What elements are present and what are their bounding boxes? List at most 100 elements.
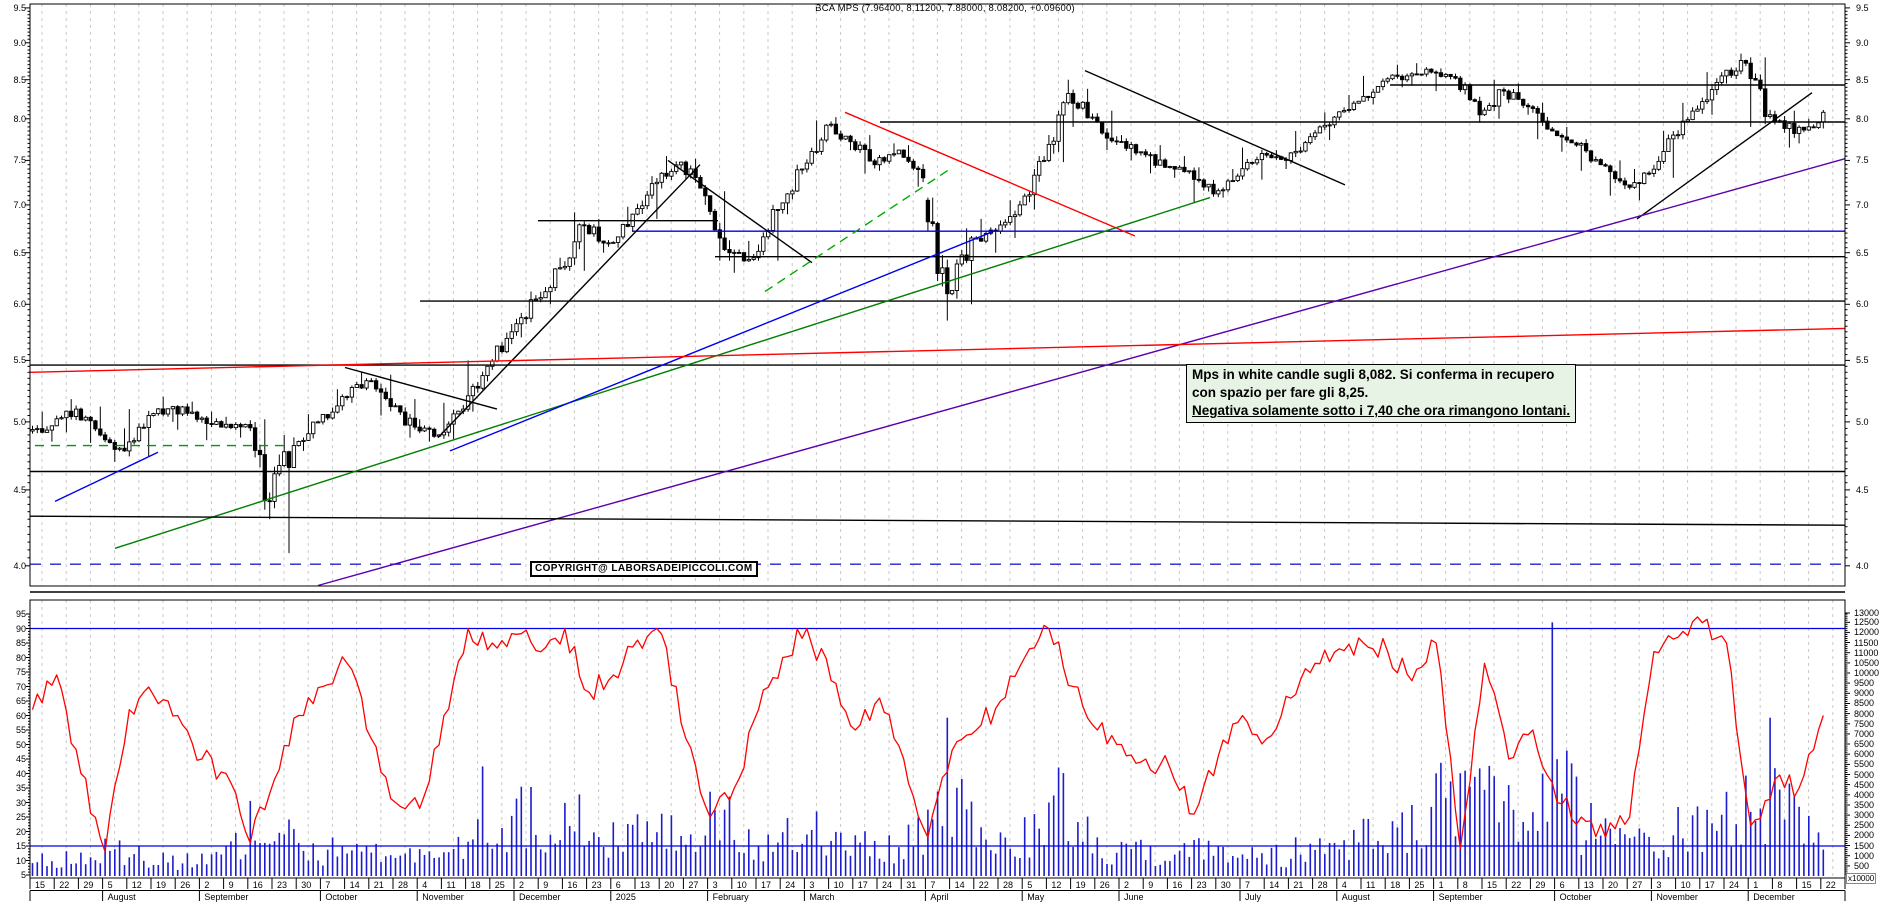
volume-axis-label: 2000 bbox=[1854, 830, 1875, 840]
x-axis bbox=[29, 878, 1846, 901]
rsi-axis-label: 85 bbox=[15, 638, 26, 648]
x-axis-month-label: June bbox=[1124, 892, 1144, 902]
volume-axis-label: 10000 bbox=[1854, 668, 1880, 678]
volume-axis-label: 5500 bbox=[1854, 759, 1875, 769]
volume-axis-label: 6000 bbox=[1854, 749, 1875, 759]
volume-axis-label: 4500 bbox=[1854, 780, 1875, 790]
x-axis-day-label: 5 bbox=[107, 880, 113, 890]
x-axis-day-label: 7 bbox=[930, 880, 936, 890]
rsi-axis-label: 75 bbox=[15, 667, 26, 677]
x-axis-day-label: 24 bbox=[882, 880, 893, 890]
x-axis-month-label: July bbox=[1245, 892, 1262, 902]
x-axis-day-label: 22 bbox=[1511, 880, 1522, 890]
volume-axis-label: 7500 bbox=[1854, 719, 1875, 729]
x-axis-day-label: 9 bbox=[543, 880, 549, 890]
volume-axis-label: 500 bbox=[1854, 861, 1870, 871]
x-axis-day-label: 15 bbox=[1487, 880, 1498, 890]
x-axis-day-label: 30 bbox=[1220, 880, 1231, 890]
volume-bars-layer bbox=[31, 622, 1825, 877]
price-axis-label: 5.5 bbox=[13, 355, 26, 365]
x-axis-day-label: 13 bbox=[1583, 880, 1594, 890]
rsi-line bbox=[31, 616, 1824, 853]
rsi-axis-label: 60 bbox=[15, 711, 26, 721]
rsi-axis-label: 25 bbox=[15, 812, 26, 822]
x-axis-month-label: November bbox=[1656, 892, 1698, 902]
x-axis-day-label: 15 bbox=[35, 880, 46, 890]
x-axis-day-label: 25 bbox=[494, 880, 505, 890]
x-axis-day-label: 21 bbox=[1293, 880, 1304, 890]
price-axis-label: 6.0 bbox=[1856, 299, 1869, 309]
x-axis-day-label: 2 bbox=[519, 880, 525, 890]
rsi-axis-label: 95 bbox=[15, 609, 26, 619]
x-axis-day-label: 9 bbox=[228, 880, 234, 890]
volume-axis-label: 9000 bbox=[1854, 688, 1875, 698]
copyright-label[interactable]: COPYRIGHT@ LABORSADEIPICCOLI.COM bbox=[530, 561, 758, 577]
x-axis-day-label: 10 bbox=[736, 880, 747, 890]
x-axis-day-label: 17 bbox=[1704, 880, 1715, 890]
x-axis-day-label: 14 bbox=[349, 880, 360, 890]
x-axis-day-label: 16 bbox=[1172, 880, 1183, 890]
x-axis-day-label: 25 bbox=[1414, 880, 1425, 890]
x-axis-day-label: 13 bbox=[640, 880, 651, 890]
x-axis-day-label: 16 bbox=[252, 880, 263, 890]
x-axis-day-label: 1 bbox=[1438, 880, 1444, 890]
price-axis-label: 6.0 bbox=[13, 299, 26, 309]
rsi-axis-label: 40 bbox=[15, 769, 26, 779]
volume-axis-label: 3000 bbox=[1854, 810, 1875, 820]
x-axis-day-label: 9 bbox=[1148, 880, 1154, 890]
x-axis-month-label: 2025 bbox=[615, 892, 636, 902]
x-axis-day-label: 15 bbox=[1801, 880, 1812, 890]
x-axis-day-label: 28 bbox=[1317, 880, 1328, 890]
price-axis-label: 5.5 bbox=[1856, 355, 1869, 365]
price-axis-label: 4.5 bbox=[13, 485, 26, 495]
rsi-axis-label: 90 bbox=[15, 624, 26, 634]
x-axis-day-label: 23 bbox=[1196, 880, 1207, 890]
x-axis-month-label: May bbox=[1027, 892, 1045, 902]
x-axis-day-label: 11 bbox=[446, 880, 456, 890]
x-axis-day-label: 1 bbox=[1753, 880, 1759, 890]
volume-axis-label: 3500 bbox=[1854, 800, 1875, 810]
price-axis-label: 8.0 bbox=[13, 114, 26, 124]
x-axis-day-label: 10 bbox=[1680, 880, 1691, 890]
x-axis-month-label: December bbox=[519, 892, 561, 902]
x-axis-day-label: 19 bbox=[1075, 880, 1086, 890]
rsi-axis-label: 30 bbox=[15, 798, 26, 808]
rsi-axis-label: 65 bbox=[15, 696, 26, 706]
x-axis-day-label: 6 bbox=[615, 880, 621, 890]
price-axis-label: 7.5 bbox=[13, 155, 26, 165]
x-axis-day-label: 12 bbox=[131, 880, 142, 890]
x-axis-day-label: 27 bbox=[688, 880, 699, 890]
volume-axis-label: 4000 bbox=[1854, 790, 1875, 800]
x-axis-month-label: October bbox=[325, 892, 358, 902]
volume-axis-label: 13000 bbox=[1854, 608, 1880, 618]
candles-layer bbox=[30, 53, 1826, 554]
price-axis-label: 7.0 bbox=[1856, 200, 1869, 210]
axis-ticks bbox=[25, 7, 1850, 876]
volume-axis-label: 7000 bbox=[1854, 729, 1875, 739]
price-axis-label: 7.0 bbox=[13, 200, 26, 210]
x-axis-day-label: 12 bbox=[1051, 880, 1062, 890]
x-axis-day-label: 26 bbox=[1099, 880, 1110, 890]
x-axis-day-label: 19 bbox=[156, 880, 167, 890]
x-axis-day-label: 6 bbox=[1559, 880, 1565, 890]
x-axis-day-label: 8 bbox=[1777, 880, 1783, 890]
annotation-box[interactable]: Mps in white candle sugli 8,082. Si conf… bbox=[1186, 364, 1577, 423]
x-axis-day-label: 22 bbox=[1825, 880, 1836, 890]
rsi-axis-label: 45 bbox=[15, 754, 26, 764]
x-axis-day-label: 3 bbox=[809, 880, 815, 890]
x-axis-day-label: 23 bbox=[277, 880, 288, 890]
x-axis-day-label: 22 bbox=[978, 880, 989, 890]
x-axis-day-label: 28 bbox=[1003, 880, 1014, 890]
volume-multiplier-label: x10000 bbox=[1846, 873, 1877, 884]
x-axis-day-label: 14 bbox=[954, 880, 965, 890]
x-axis-day-label: 29 bbox=[83, 880, 94, 890]
rsi-axis-label: 15 bbox=[15, 841, 26, 851]
price-axis-label: 4.5 bbox=[1856, 485, 1869, 495]
x-axis-day-label: 18 bbox=[470, 880, 481, 890]
rsi-axis-label: 55 bbox=[15, 725, 26, 735]
x-axis-day-label: 27 bbox=[1632, 880, 1643, 890]
price-axis-label: 8.5 bbox=[13, 75, 26, 85]
x-axis-month-label: September bbox=[204, 892, 249, 902]
rsi-axis-label: 10 bbox=[15, 856, 26, 866]
